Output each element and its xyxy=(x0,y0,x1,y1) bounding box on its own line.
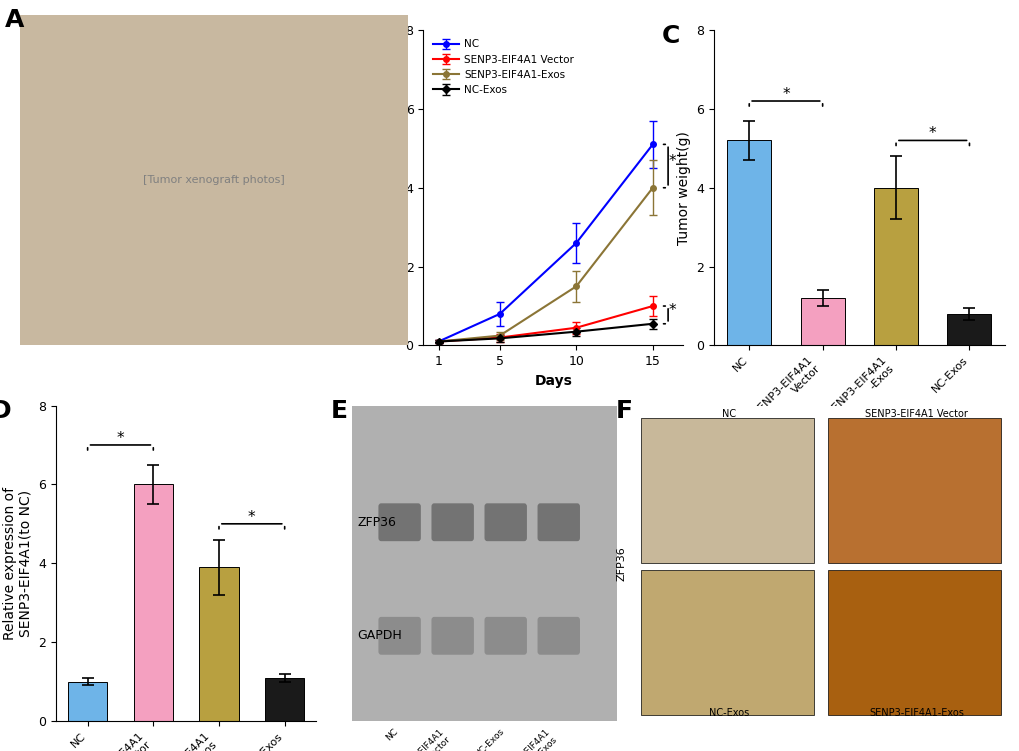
Text: F: F xyxy=(614,400,632,424)
Text: NC: NC xyxy=(384,727,399,743)
Bar xyxy=(265,677,304,721)
Text: *: * xyxy=(116,431,124,446)
FancyBboxPatch shape xyxy=(484,503,527,541)
Text: *: * xyxy=(782,87,789,102)
Bar xyxy=(641,569,813,715)
Bar xyxy=(68,682,107,721)
Text: SENP3-EIF4A1 Vector: SENP3-EIF4A1 Vector xyxy=(864,409,967,419)
Bar xyxy=(800,298,844,345)
Text: B: B xyxy=(376,24,395,48)
FancyBboxPatch shape xyxy=(537,503,580,541)
Bar xyxy=(727,140,770,345)
Text: ZFP36: ZFP36 xyxy=(615,546,626,581)
Text: NC-Exos: NC-Exos xyxy=(708,707,749,718)
FancyBboxPatch shape xyxy=(537,617,580,655)
Bar xyxy=(947,314,990,345)
Text: SENP3-EIF4A1-Exos: SENP3-EIF4A1-Exos xyxy=(868,707,963,718)
Text: E: E xyxy=(330,400,347,424)
Legend: NC, SENP3-EIF4A1 Vector, SENP3-EIF4A1-Exos, NC-Exos: NC, SENP3-EIF4A1 Vector, SENP3-EIF4A1-Ex… xyxy=(428,35,578,99)
Text: ZFP36: ZFP36 xyxy=(357,516,395,529)
Text: A: A xyxy=(5,8,24,32)
FancyBboxPatch shape xyxy=(378,503,421,541)
Text: *: * xyxy=(668,154,676,169)
FancyBboxPatch shape xyxy=(431,617,474,655)
Bar xyxy=(827,418,1000,563)
FancyBboxPatch shape xyxy=(378,617,421,655)
Y-axis label: Tumor volume(cm³): Tumor volume(cm³) xyxy=(385,119,399,256)
Bar xyxy=(133,484,173,721)
Bar xyxy=(641,418,813,563)
FancyBboxPatch shape xyxy=(484,617,527,655)
Text: *: * xyxy=(248,510,256,525)
Text: NC-Exos: NC-Exos xyxy=(473,727,505,751)
Bar xyxy=(873,188,917,345)
Text: D: D xyxy=(0,400,11,424)
FancyBboxPatch shape xyxy=(431,503,474,541)
Bar xyxy=(199,567,238,721)
Text: C: C xyxy=(661,24,680,48)
X-axis label: Days: Days xyxy=(534,374,572,388)
Text: *: * xyxy=(668,303,676,318)
Text: GAPDH: GAPDH xyxy=(357,629,401,642)
Y-axis label: Tumor weight(g): Tumor weight(g) xyxy=(676,131,690,245)
Y-axis label: Relative expression of
SENP3-EIF4A1(to NC): Relative expression of SENP3-EIF4A1(to N… xyxy=(3,487,33,640)
Text: NC: NC xyxy=(721,409,736,419)
Text: SENP3-EIF4A1
-Exos: SENP3-EIF4A1 -Exos xyxy=(499,727,558,751)
Text: SENP3-EIF4A1
Vector: SENP3-EIF4A1 Vector xyxy=(393,727,452,751)
Text: [Tumor xenograft photos]: [Tumor xenograft photos] xyxy=(144,175,284,185)
Text: *: * xyxy=(928,126,935,141)
Bar xyxy=(827,569,1000,715)
